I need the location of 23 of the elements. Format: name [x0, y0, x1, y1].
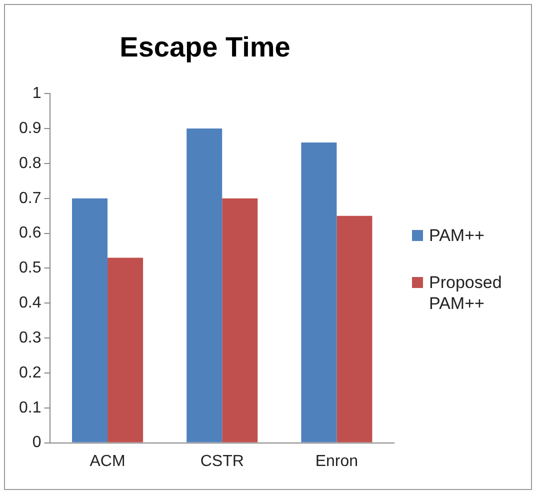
y-tick-label: 1 [32, 85, 42, 102]
bar [336, 216, 372, 442]
y-tick-label: 0.3 [18, 329, 42, 346]
bar [301, 142, 337, 442]
x-tick-label: CSTR [200, 452, 244, 470]
legend-label: PAM++ [429, 225, 486, 246]
bar [186, 128, 222, 442]
y-tick-label: 0.4 [18, 294, 42, 312]
bar [72, 198, 108, 442]
y-tick-label: 0.7 [18, 190, 42, 207]
y-tick-label: 0.2 [18, 364, 42, 382]
y-tick-label: 0.6 [18, 224, 42, 242]
y-tick-label: 0.8 [18, 154, 42, 172]
chart-title: Escape Time [120, 32, 290, 63]
legend-label: Proposed PAM++ [429, 272, 503, 314]
y-tick-label: 0 [32, 434, 42, 452]
y-tick-label: 0.1 [18, 399, 42, 416]
bar [108, 258, 144, 442]
y-tick-label: 0.5 [18, 260, 42, 277]
y-tick-label: 0.9 [18, 120, 42, 137]
x-tick-label: ACM [90, 452, 126, 470]
x-tick-label: Enron [315, 452, 358, 470]
bar [222, 198, 258, 442]
